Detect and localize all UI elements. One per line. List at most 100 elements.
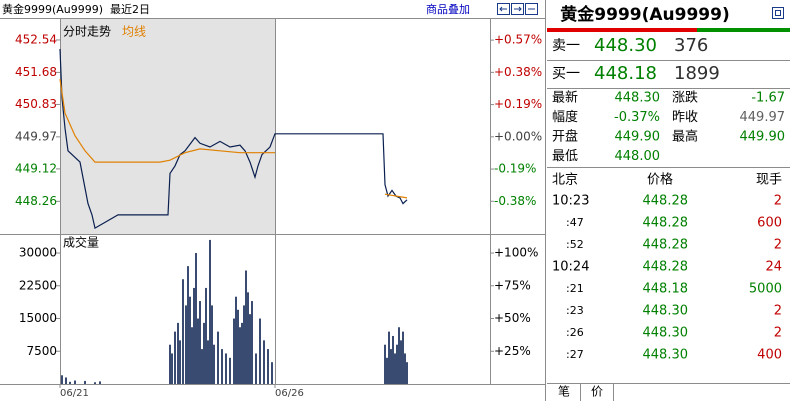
- nav-icons: [499, 6, 535, 12]
- y2-tick-label: -0.38%: [494, 194, 536, 208]
- y2-tick-label: +0.57%: [494, 33, 542, 47]
- x-tick-label: 06/26: [275, 388, 304, 399]
- volume-bar: [74, 380, 76, 384]
- volume-bar: [259, 318, 261, 384]
- header-period: 最近2日: [110, 3, 150, 16]
- book-price: 448.30: [594, 35, 657, 56]
- trade-price: 448.28: [643, 194, 689, 209]
- trade-price: 448.28: [643, 216, 689, 231]
- volume-bar: [201, 349, 203, 384]
- panel-toggle-icon: [775, 10, 781, 16]
- volume-bar: [191, 327, 193, 384]
- volume-bar: [255, 353, 257, 384]
- y-tick-label: 448.26: [15, 194, 57, 208]
- book-price: 448.18: [594, 63, 657, 84]
- trade-time: 10:23: [552, 194, 589, 209]
- trade-time: :52: [566, 238, 584, 251]
- volume-bar: [94, 382, 96, 384]
- trade-price: 448.30: [643, 326, 689, 341]
- tab[interactable]: 价: [591, 385, 603, 399]
- stat-label: 昨收: [672, 110, 698, 125]
- y2-tick-label: +25%: [494, 344, 531, 358]
- y-tick-label: 30000: [19, 246, 57, 260]
- volume-bar: [249, 314, 251, 384]
- volume-bar: [69, 381, 71, 384]
- volume-bar: [241, 322, 243, 384]
- y-tick-label: 7500: [26, 344, 57, 358]
- nav-buttons[interactable]: [497, 3, 538, 15]
- price-line: [59, 48, 408, 230]
- book-volume: 1899: [674, 63, 720, 84]
- volume-bar: [402, 331, 404, 384]
- book-label: 买一: [552, 66, 580, 82]
- volume-bar: [394, 353, 396, 384]
- volume-bar: [189, 296, 191, 384]
- stat-label: 涨跌: [672, 90, 698, 106]
- overlay-button[interactable]: 商品叠加: [426, 2, 470, 16]
- volume-bar: [177, 322, 179, 384]
- trade-time: :27: [566, 348, 584, 361]
- trade-volume: 2: [774, 194, 782, 209]
- stat-value: 448.30: [615, 91, 661, 106]
- volume-bar: [239, 327, 241, 384]
- stat-value: 449.90: [615, 130, 661, 145]
- volume-bar: [195, 253, 197, 384]
- panel-toggle[interactable]: [772, 7, 784, 19]
- stat-value: -1.67: [751, 91, 785, 106]
- y2-tick-label: +75%: [494, 278, 531, 292]
- trade-header: 北京: [552, 173, 578, 188]
- trade-volume: 600: [757, 216, 782, 231]
- trade-volume: 2: [774, 326, 782, 341]
- header-title: 黄金9999(Au9999): [2, 2, 103, 16]
- volume-bar: [386, 357, 388, 384]
- volume-bar: [245, 270, 247, 384]
- volume-bar: [247, 292, 249, 384]
- stat-label: 开盘: [552, 129, 578, 145]
- trade-price: 448.28: [643, 238, 689, 253]
- volume-bar: [182, 279, 184, 384]
- volume-bar: [384, 344, 386, 384]
- volume-bar: [406, 362, 408, 384]
- stat-value: -0.37%: [614, 110, 660, 125]
- trade-header: 价格: [647, 172, 673, 188]
- book-volume: 376: [674, 35, 708, 56]
- stat-label: 幅度: [552, 109, 578, 125]
- trade-volume: 24: [765, 260, 782, 275]
- volume-bar: [396, 344, 398, 384]
- trade-time: :23: [566, 304, 584, 317]
- volume-bar: [233, 318, 235, 384]
- stat-value: 449.97: [740, 110, 786, 125]
- y-tick-label: 451.68: [15, 65, 57, 79]
- volume-bar: [179, 340, 181, 384]
- trade-volume: 2: [774, 304, 782, 319]
- volume-bar: [390, 349, 392, 384]
- volume-bar: [213, 344, 215, 384]
- volume-bar: [185, 305, 187, 384]
- trade-time: 10:24: [552, 260, 589, 275]
- book-label: 卖一: [552, 38, 580, 54]
- y2-tick-label: +50%: [494, 311, 531, 325]
- volume-bar: [229, 357, 231, 384]
- trade-volume: 5000: [749, 282, 782, 297]
- volume-bar: [217, 331, 219, 384]
- volume-bar: [221, 349, 223, 384]
- legend-entry: 均线: [122, 25, 146, 39]
- volume-bar: [237, 309, 239, 384]
- volume-bar: [404, 353, 406, 384]
- stat-value: 449.90: [740, 130, 786, 145]
- volume-bar: [171, 353, 173, 384]
- volume-bar: [263, 340, 265, 384]
- volume-bar: [187, 266, 189, 384]
- tab[interactable]: 笔: [558, 384, 570, 399]
- stat-label: 最高: [672, 129, 698, 145]
- volume-bar: [211, 305, 213, 384]
- volume-bar: [392, 335, 394, 384]
- volume-bar: [84, 380, 86, 384]
- volume-bar: [65, 377, 67, 384]
- pane-title: 分时走势: [63, 25, 111, 39]
- trade-time: :26: [566, 326, 584, 339]
- y2-tick-label: +0.00%: [494, 129, 542, 143]
- trade-time: :21: [566, 282, 584, 295]
- volume-bar: [205, 287, 207, 384]
